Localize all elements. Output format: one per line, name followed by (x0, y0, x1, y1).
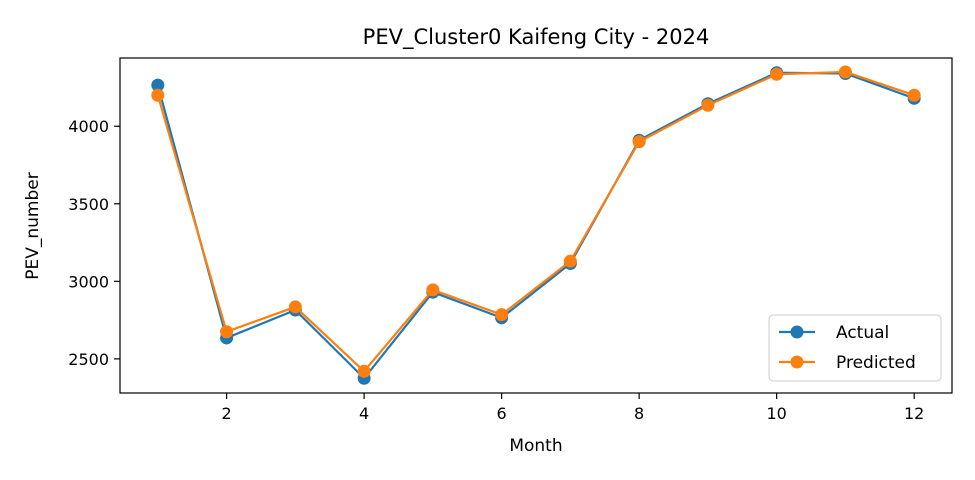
data-point (838, 65, 852, 79)
x-tick-label: 8 (634, 404, 644, 423)
legend-label: Predicted (836, 353, 916, 373)
data-point (151, 88, 165, 102)
series-predicted (151, 65, 921, 378)
legend-marker (790, 355, 804, 369)
data-point (907, 88, 921, 102)
x-axis-label: Month (509, 436, 562, 456)
data-point (288, 300, 302, 314)
series-layer (151, 65, 921, 385)
x-tick-label: 4 (359, 404, 369, 423)
data-point (495, 308, 509, 322)
x-tick-label: 12 (904, 404, 924, 423)
data-point (426, 283, 440, 297)
plot-area (119, 57, 953, 394)
x-axis: 2 4 6 8 10 12 (221, 393, 924, 423)
data-point (701, 98, 715, 112)
y-axis-label: PEV_number (23, 172, 43, 279)
data-point (357, 364, 371, 378)
x-tick-label: 2 (221, 404, 231, 423)
series-line (156, 70, 915, 373)
data-point (220, 325, 234, 339)
legend-marker (790, 325, 804, 339)
plot-frame (119, 57, 953, 394)
data-point (151, 78, 165, 92)
y-tick-label: 3500 (68, 195, 109, 214)
x-tick-label: 10 (766, 404, 786, 423)
data-point (632, 135, 646, 149)
legend: Actual Predicted (768, 314, 942, 382)
data-point (770, 67, 784, 81)
legend-label: Actual (836, 323, 889, 343)
data-point (563, 254, 577, 268)
y-axis: 2500 3000 3500 4000 (68, 117, 120, 369)
y-tick-label: 2500 (68, 350, 109, 369)
y-tick-label: 4000 (68, 117, 109, 136)
y-tick-label: 3000 (68, 272, 109, 291)
chart-title: PEV_Cluster0 Kaifeng City - 2024 (363, 25, 710, 50)
x-tick-label: 6 (497, 404, 507, 423)
